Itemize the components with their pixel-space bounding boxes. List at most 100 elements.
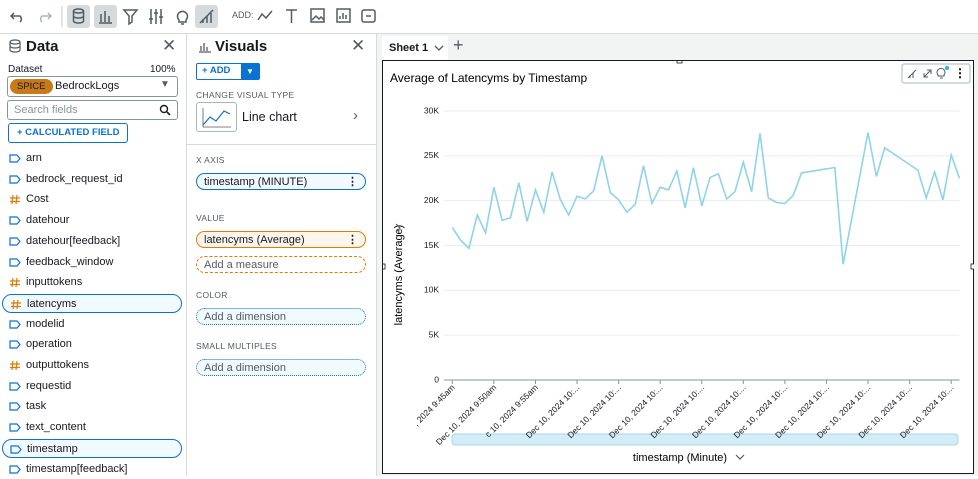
insight[interactable] (936, 67, 946, 79)
tab-caret[interactable] (434, 45, 444, 53)
field-icon (9, 423, 21, 432)
field-item[interactable]: feedback_window (2, 253, 182, 272)
section-label: VALUE (196, 213, 225, 223)
insights-icon[interactable] (176, 10, 189, 25)
data-panel: Data ✕ Dataset 100% SPICE BedrockLogs ▼ … (0, 34, 187, 476)
undo-icon[interactable] (9, 12, 23, 23)
add-insight-icon[interactable] (336, 8, 351, 23)
drop-target-label: Add a dimension (204, 362, 286, 374)
chevron[interactable]: › (353, 107, 358, 124)
close-button[interactable]: ✕ (162, 36, 177, 55)
sheet-tab[interactable]: Sheet 1 (382, 36, 448, 62)
search-input[interactable]: Search fields (7, 100, 178, 120)
dataset-label: Dataset (8, 64, 43, 75)
add-image-icon[interactable] (310, 8, 325, 23)
visual-container[interactable] (382, 60, 974, 474)
field-name: text_content (26, 421, 86, 434)
field-icon (10, 278, 20, 288)
field-well[interactable]: timestamp (MINUTE) ⋮ (196, 173, 366, 190)
chart: Average of Latencyms by Timestamp latenc… (383, 61, 974, 464)
field-icon (9, 382, 21, 391)
y-tick-label: 0 (434, 374, 439, 384)
field-item[interactable]: operation (2, 335, 182, 354)
dataset-select[interactable]: SPICE BedrockLogs ▼ (7, 76, 178, 97)
field-item[interactable]: task (2, 397, 182, 416)
drop-target[interactable]: Add a dimension (196, 308, 366, 325)
y-tick-label: 25K (424, 150, 439, 160)
drop-target[interactable]: Add a dimension (196, 359, 366, 376)
close-button[interactable]: ✕ (351, 36, 366, 55)
add-visual-button[interactable]: + ADD ▼ (196, 63, 260, 80)
section-label: SMALL MULTIPLES (196, 341, 278, 351)
panel-title: Visuals (215, 38, 268, 55)
field-item[interactable]: datehour (2, 211, 182, 230)
add-button-caret[interactable]: ▼ (241, 64, 259, 79)
section-label: X AXIS (196, 155, 225, 165)
drop-target[interactable]: Add a measure (196, 256, 366, 273)
maximize[interactable] (923, 69, 932, 78)
expand-chevron[interactable] (395, 223, 401, 233)
drop-target-label: Add a dimension (204, 311, 286, 323)
field-item[interactable]: modelid (2, 315, 182, 334)
add-embed-icon[interactable] (361, 9, 376, 23)
visual-type-icon[interactable] (196, 102, 237, 132)
scroll-bar[interactable] (451, 433, 959, 446)
field-name: Cost (26, 193, 49, 206)
field-well-label: timestamp (MINUTE) (204, 176, 308, 188)
field-item[interactable]: latencyms (2, 293, 182, 313)
field-name: datehour[feedback] (26, 234, 121, 247)
divider (187, 144, 376, 145)
field-item[interactable]: text_content (2, 418, 182, 437)
search-icon (159, 104, 171, 116)
add-label: ADD: (232, 10, 254, 20)
field-item[interactable]: datehour[feedback] (2, 232, 182, 251)
section-label: CHANGE VISUAL TYPE (196, 90, 295, 100)
field-name: operation (26, 338, 72, 351)
field-name: requestid (26, 379, 72, 392)
toolbar-icons (9, 5, 376, 28)
add-visual-icon[interactable] (257, 10, 273, 21)
field-icon (9, 464, 21, 474)
field-icon (10, 445, 22, 454)
visual-type-name[interactable]: Line chart (242, 110, 297, 124)
field-icon (9, 257, 21, 267)
y-axis-label: latencyms (Average) (393, 225, 405, 326)
spice-badge: SPICE (10, 79, 53, 94)
add-text-icon[interactable] (286, 9, 297, 23)
parameters-icon[interactable] (149, 9, 163, 24)
dropdown-caret: ▼ (160, 79, 170, 90)
data-toggle[interactable] (67, 5, 90, 28)
filter-icon[interactable] (122, 9, 139, 26)
more-menu[interactable]: ⋮ (347, 234, 358, 246)
redo-icon[interactable] (39, 12, 53, 23)
field-well[interactable]: latencyms (Average) ⋮ (196, 231, 366, 248)
field-item[interactable]: Cost (2, 190, 182, 209)
y-tick-label: 15K (424, 240, 439, 250)
field-item[interactable]: timestamp (2, 438, 182, 458)
toolbar: ADD: (0, 0, 978, 34)
field-name: feedback_window (26, 255, 114, 268)
field-item[interactable]: outputtokens (2, 356, 182, 375)
field-name: latencyms (27, 297, 77, 310)
data-icon (9, 39, 21, 53)
field-name: task (26, 400, 47, 413)
data-line (451, 132, 961, 265)
y-tick-label: 30K (424, 105, 439, 115)
y-tick-label: 20K (424, 195, 439, 205)
field-item[interactable]: timestamp[feedback] (2, 460, 182, 479)
add-sheet[interactable]: + (453, 35, 464, 55)
field-icon (9, 402, 21, 411)
field-icon (10, 360, 20, 371)
x-axis-caret[interactable] (735, 454, 745, 460)
sheet-tab-label: Sheet 1 (389, 42, 429, 54)
more-menu[interactable]: ⋮ (347, 176, 358, 188)
field-item[interactable]: arn (2, 149, 182, 168)
field-name: outputtokens (26, 359, 89, 371)
format-visual[interactable] (907, 69, 917, 79)
field-item[interactable]: bedrock_request_id (2, 170, 182, 189)
field-item[interactable]: requestid (2, 377, 182, 396)
calculated-field-button[interactable]: + CALCULATED FIELD (8, 123, 129, 143)
field-item[interactable]: inputtokens (2, 273, 182, 292)
dataset-percent: 100% (150, 64, 176, 75)
